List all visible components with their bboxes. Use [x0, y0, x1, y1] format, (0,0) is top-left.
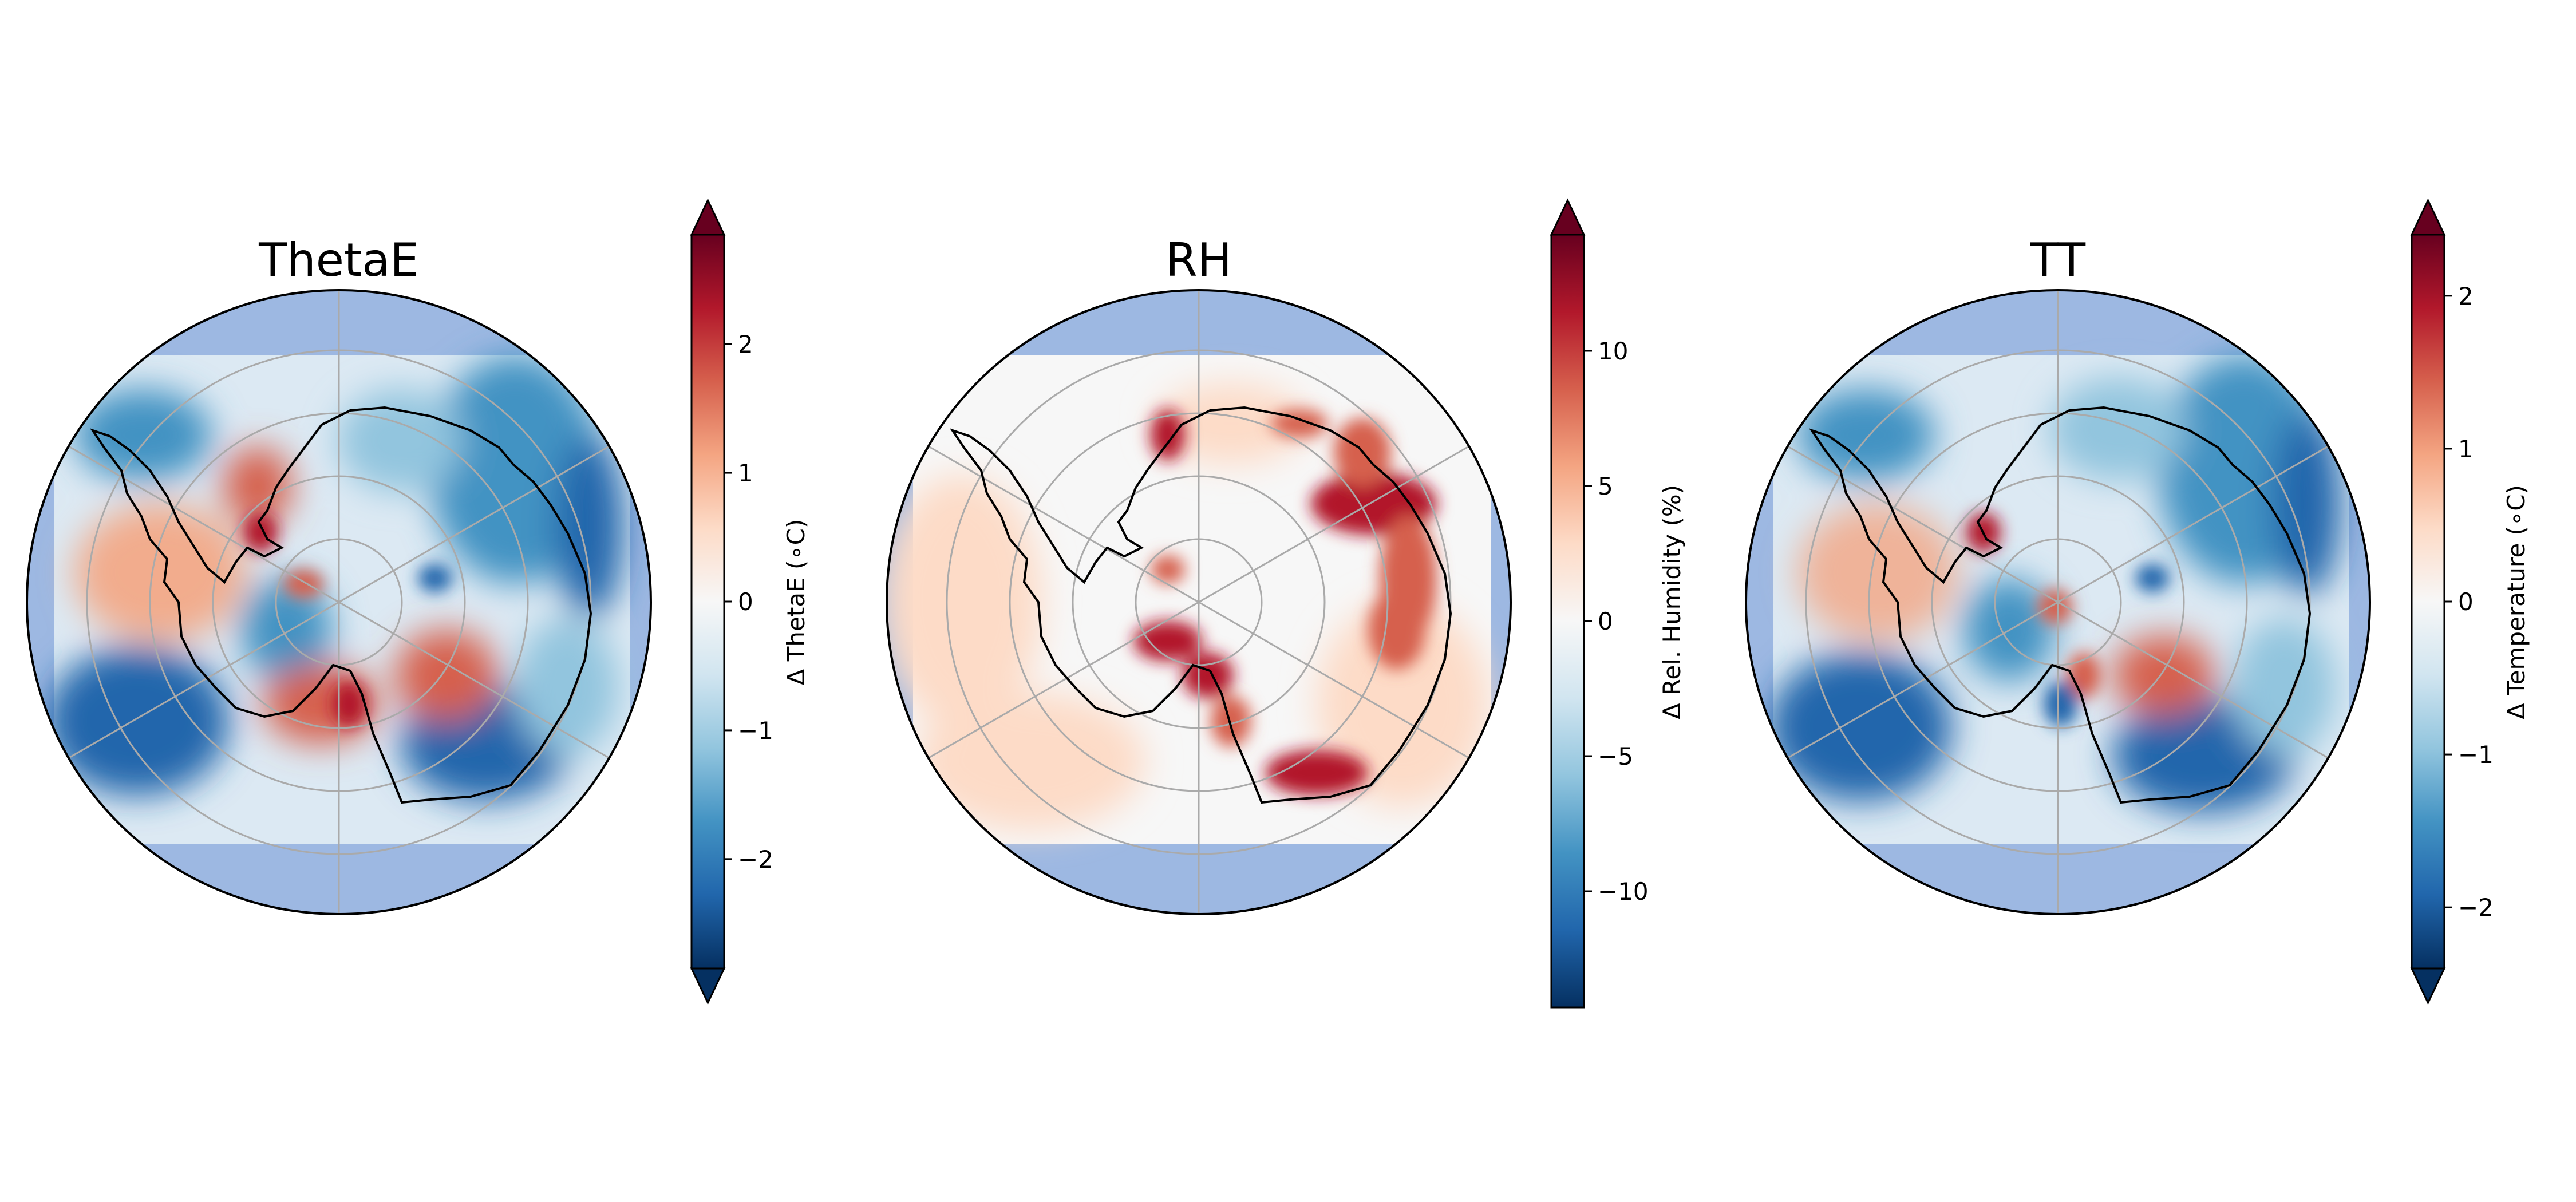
colorbar-rh: −10 −5 0 5 10 Δ Rel. Humidity (%) — [1550, 198, 1686, 1009]
map-panel-thetae: ThetaE — [26, 198, 810, 1005]
graticule — [65, 290, 613, 914]
map-disc-thetae — [27, 290, 651, 914]
colorbar-label-thetae: Δ ThetaE (∘C) — [782, 519, 810, 686]
colorbar-extend-top — [1550, 198, 1586, 236]
colorbar-body — [1550, 234, 1585, 1009]
colorbar-tt: −2 −1 0 1 2 Δ Temperature (∘C) — [2410, 198, 2530, 1005]
colorbar-tick-label: −10 — [1598, 877, 1649, 906]
colorbar-thetae: −2 −1 0 1 2 Δ ThetaE (∘C) — [690, 198, 810, 1005]
map-panel-rh: RH — [886, 198, 1686, 1009]
map-disc-tt — [1746, 290, 2370, 914]
colorbar-label-tt: Δ Temperature (∘C) — [2502, 485, 2530, 719]
colorbar-tick-label: 10 — [1598, 337, 1628, 365]
colorbar-tick-label: 0 — [738, 588, 753, 616]
panel-title-rh: RH — [1165, 234, 1232, 287]
panel-title-thetae: ThetaE — [258, 234, 419, 287]
colorbar-tick-label: −5 — [1598, 742, 1633, 770]
colorbar-extend-top — [690, 198, 726, 236]
colorbar-tick-label: −1 — [738, 717, 773, 745]
colorbar-extend-top — [2410, 198, 2446, 236]
graticule — [1784, 290, 2332, 914]
colorbar-body — [2411, 234, 2445, 970]
colorbar-label-rh: Δ Rel. Humidity (%) — [1658, 485, 1686, 719]
colorbar-tick-label: 1 — [2458, 435, 2474, 463]
panel-title-tt: TT — [2030, 234, 2086, 287]
map-disc-rh — [887, 290, 1511, 914]
colorbar-tick-label: 1 — [738, 459, 753, 487]
colorbar-tick-label: 2 — [738, 330, 753, 358]
map-panel-tt: TT — [1745, 198, 2530, 1005]
colorbar-extend-bottom — [690, 967, 726, 1005]
anomaly-field — [46, 355, 624, 801]
colorbar-body — [690, 234, 725, 970]
colorbar-tick-label: 0 — [1598, 607, 1613, 635]
colorbar-tick-label: −1 — [2458, 741, 2494, 769]
colorbar-tick-label: −2 — [738, 845, 773, 873]
colorbar-tick-label: 2 — [2458, 282, 2474, 310]
colorbar-extend-bottom — [2410, 967, 2446, 1005]
colorbar-tick-label: 0 — [2458, 588, 2474, 616]
colorbar-tick-label: 5 — [1598, 472, 1613, 500]
colorbar-tick-label: −2 — [2458, 893, 2494, 922]
map-boundary — [26, 289, 652, 915]
map-boundary — [1745, 289, 2371, 915]
graticule — [925, 290, 1472, 914]
map-boundary — [886, 289, 1512, 915]
